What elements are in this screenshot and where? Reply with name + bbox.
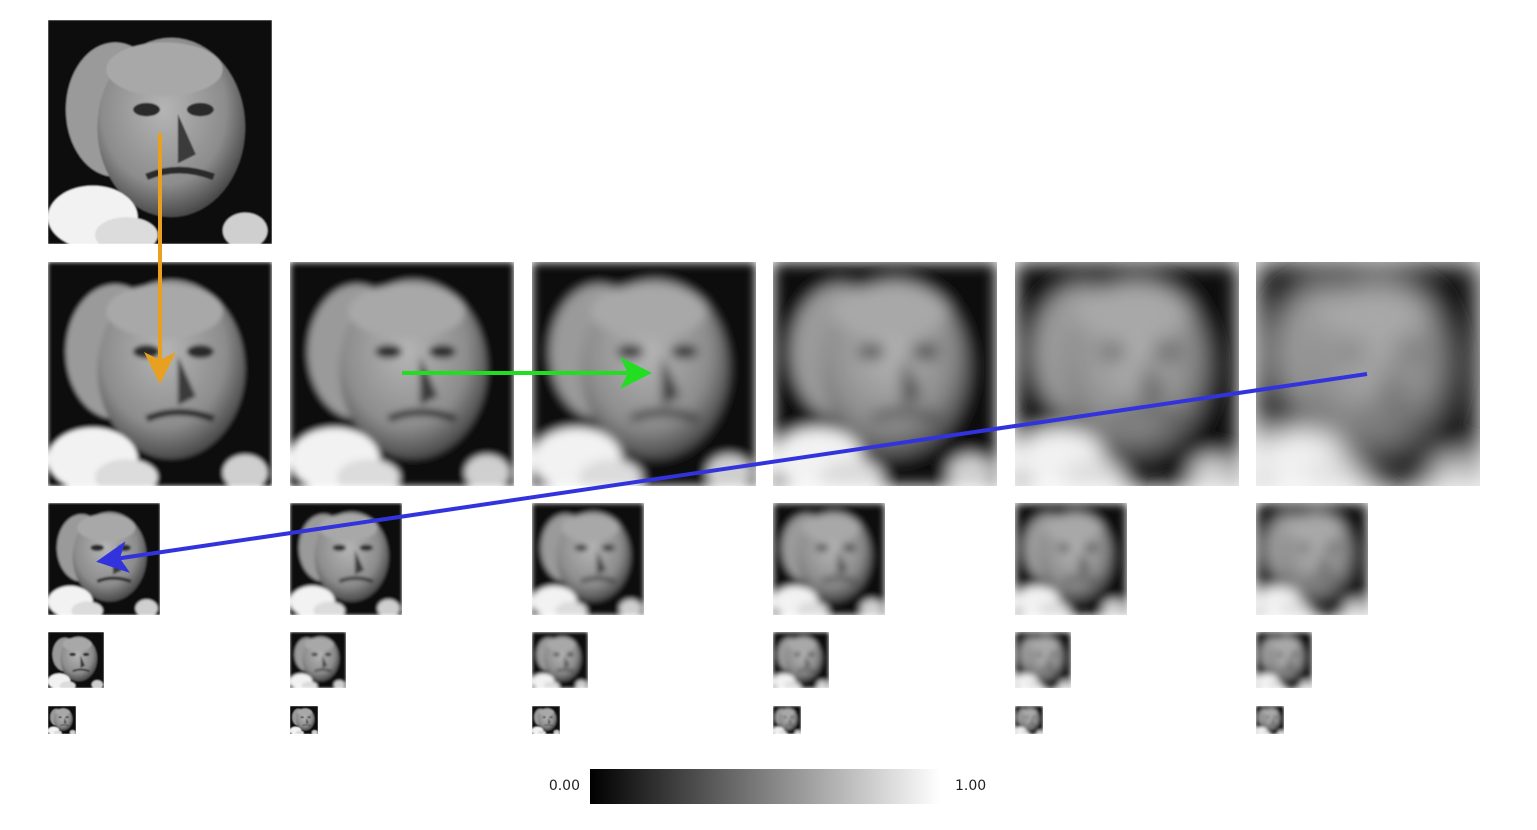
pyramid-image xyxy=(1256,503,1368,615)
pyramid-image xyxy=(1256,262,1480,495)
pyramid-image xyxy=(773,632,829,688)
pyramid-image xyxy=(290,262,514,495)
pyramid-image xyxy=(773,706,801,734)
blue-arrow xyxy=(96,372,1368,573)
pyramid-image xyxy=(532,706,560,734)
pyramid-image xyxy=(1256,706,1284,734)
pyramid-image xyxy=(290,706,318,734)
pyramid-image xyxy=(773,503,885,615)
pyramid-image xyxy=(773,262,997,495)
colorbar-min-label: 0.00 xyxy=(549,778,580,794)
pyramid-image xyxy=(1015,632,1071,688)
pyramid-image xyxy=(48,632,104,688)
pyramid-image xyxy=(1256,632,1312,688)
colorbar xyxy=(590,769,940,804)
pyramid-image xyxy=(48,706,76,734)
pyramid-image xyxy=(1015,706,1043,734)
image-grid xyxy=(48,20,1480,734)
pyramid-image xyxy=(532,503,644,615)
pyramid-image xyxy=(532,632,588,688)
colorbar-max-label: 1.00 xyxy=(955,778,986,794)
pyramid-image xyxy=(1015,503,1127,615)
pyramid-image xyxy=(290,632,346,688)
pyramid-image xyxy=(532,262,756,495)
pyramid-image xyxy=(48,503,160,615)
pyramid-image xyxy=(1015,262,1239,495)
